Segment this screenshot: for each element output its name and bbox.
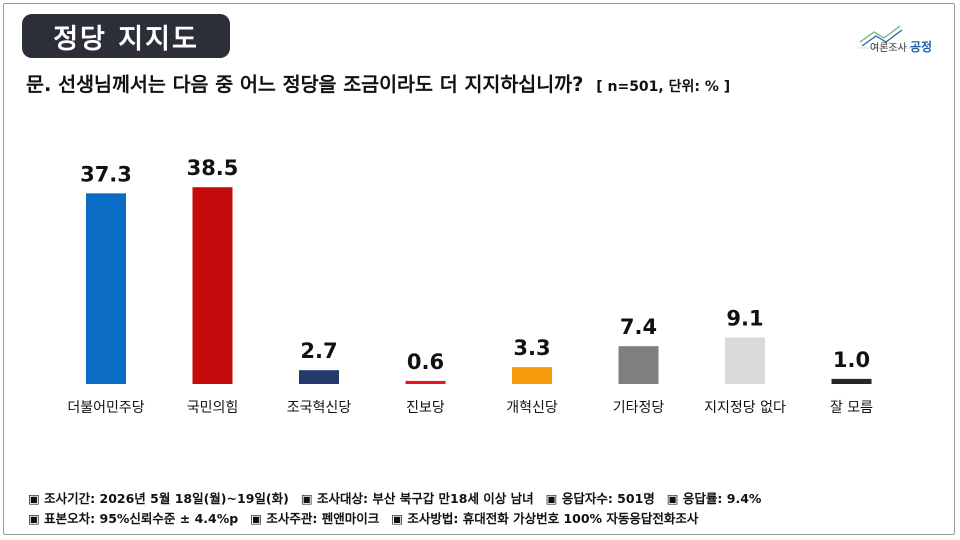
value-label: 1.0 <box>833 348 870 372</box>
bar-6 <box>618 346 659 384</box>
footer-item: ▣ 조사대상: 부산 북구갑 만18세 이상 남녀 <box>300 491 534 506</box>
question-text: 문. 선생님께서는 다음 중 어느 정당을 조금이라도 더 지지하십니까? <box>26 73 584 96</box>
logo-text: 여론조사 공정 <box>870 38 932 55</box>
slide-frame <box>3 3 955 535</box>
bar-5 <box>512 367 552 384</box>
value-label: 2.7 <box>300 339 337 363</box>
bar-1 <box>86 193 126 384</box>
logo-brand: 공정 <box>910 40 933 54</box>
value-label: 38.5 <box>187 156 239 180</box>
bar-chart: 37.3 더불어민주당 38.5 국민의힘 2.7 조국혁신당 0.6 진보당 3.3 개혁신당 7… <box>67 156 873 416</box>
survey-footer: ▣ 조사기간: 2026년 5월 18일(월)~19일(화) ▣ 조사대상: 부산… <box>28 489 938 529</box>
footer-row-2: ▣ 표본오차: 95%신뢰수준 ± 4.4%p ▣ 조사주관: 펜앤마이크 ▣ 조사… <box>28 509 938 529</box>
value-label: 3.3 <box>513 336 550 360</box>
footer-item: ▣ 응답자수: 501명 <box>545 491 655 506</box>
value-label: 9.1 <box>726 306 763 330</box>
page-title: 정당 지지도 <box>22 14 230 58</box>
survey-question: 문. 선생님께서는 다음 중 어느 정당을 조금이라도 더 지지하십니까? [ … <box>26 68 936 97</box>
unit-note: [ n=501, 단위: % ] <box>596 79 731 95</box>
footer-item: ▣ 조사기간: 2026년 5월 18일(월)~19일(화) <box>28 491 289 506</box>
footer-item: ▣ 조사방법: 휴대전화 가상번호 100% 자동응답전화조사 <box>391 511 699 526</box>
category-label: 진보당 <box>406 400 445 416</box>
category-label: 기타정당 <box>613 400 665 416</box>
category-label: 국민의힘 <box>187 400 239 416</box>
category-label: 잘 모름 <box>830 400 873 416</box>
category-label: 더불어민주당 <box>67 400 144 416</box>
bar-7 <box>725 337 765 384</box>
footer-row-1: ▣ 조사기간: 2026년 5월 18일(월)~19일(화) ▣ 조사대상: 부산… <box>28 489 938 509</box>
footer-item: ▣ 표본오차: 95%신뢰수준 ± 4.4%p <box>28 511 239 526</box>
value-label: 37.3 <box>80 162 132 186</box>
footer-item: ▣ 응답률: 9.4% <box>666 491 762 506</box>
bar-3 <box>299 370 339 384</box>
bar-8 <box>831 378 872 384</box>
footer-item: ▣ 조사주관: 펜앤마이크 <box>250 511 380 526</box>
category-label: 개혁신당 <box>506 400 558 416</box>
bar-2 <box>192 187 233 384</box>
logo-label: 여론조사 <box>870 43 907 54</box>
logo-icon <box>858 25 916 49</box>
category-label: 지지정당 없다 <box>704 400 786 416</box>
value-label: 7.4 <box>620 315 657 339</box>
category-label: 조국혁신당 <box>287 400 352 416</box>
value-label: 0.6 <box>407 350 444 374</box>
bar-4 <box>405 380 446 384</box>
